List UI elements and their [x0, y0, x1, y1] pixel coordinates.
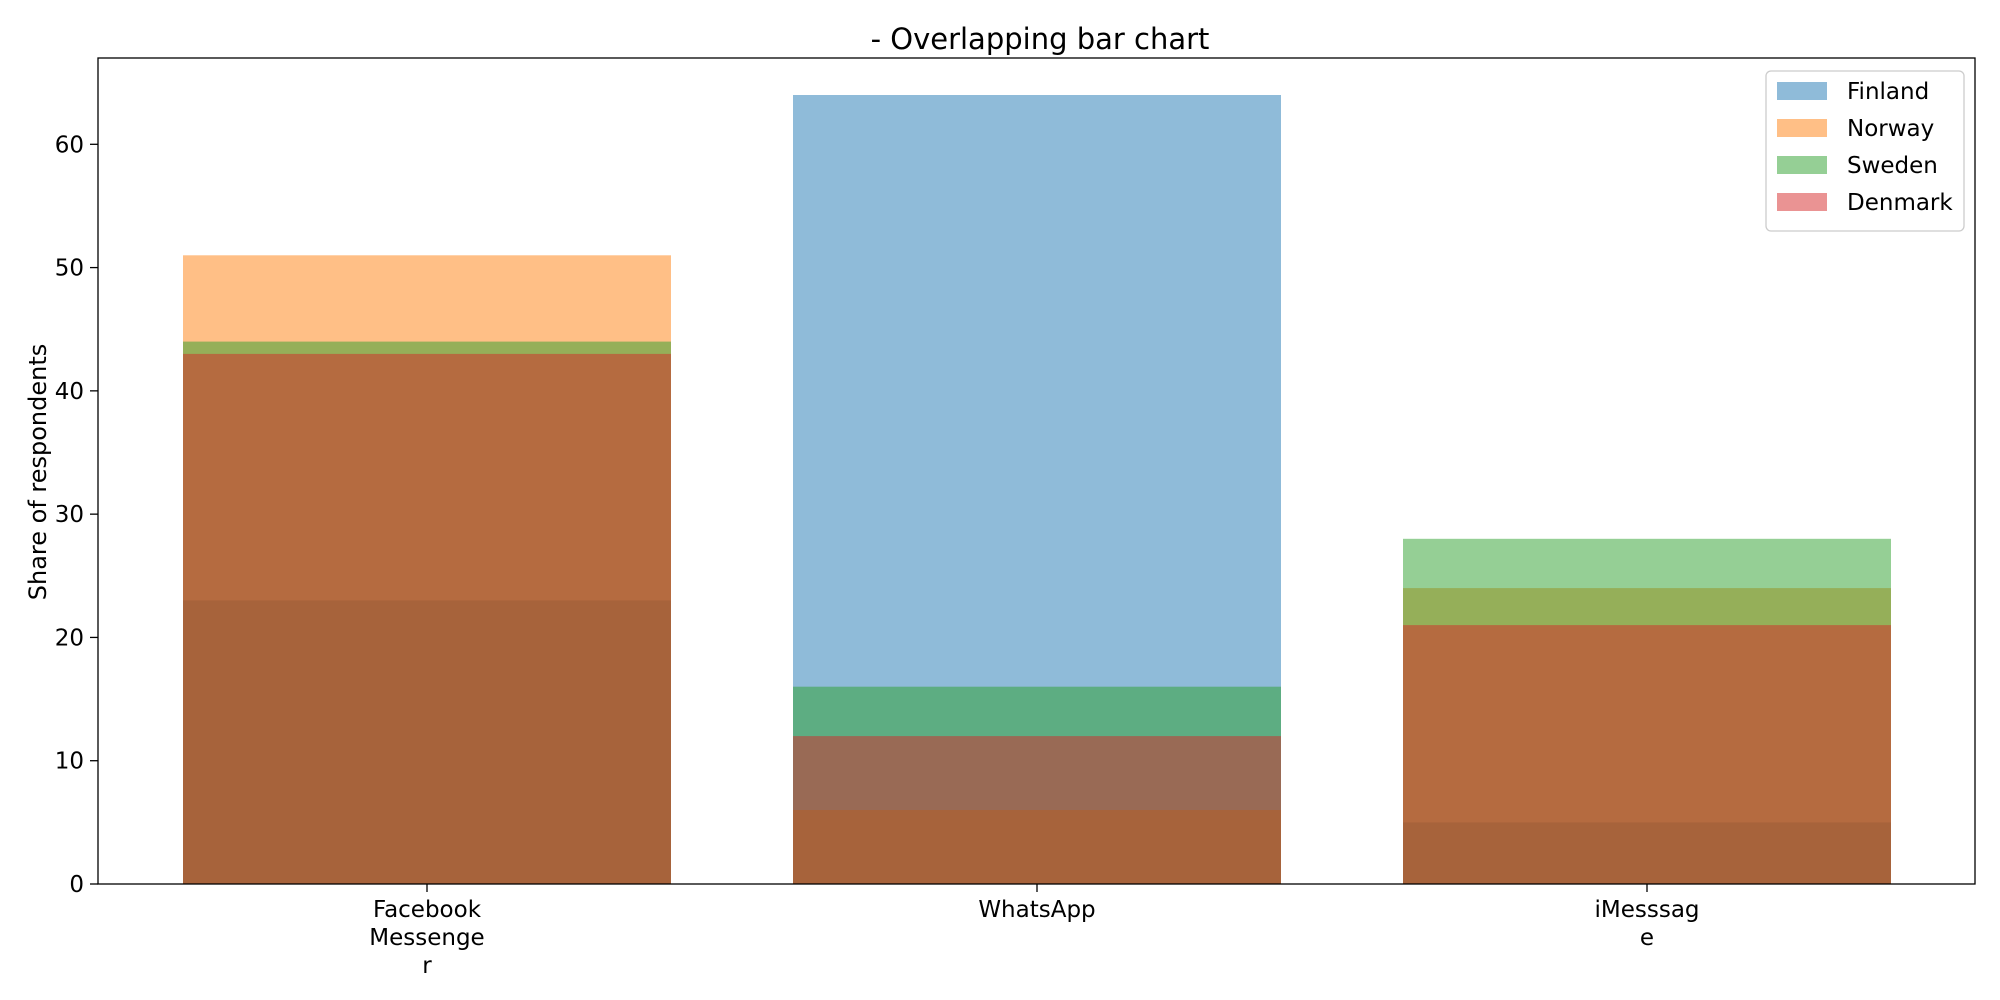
- bar-denmark-imesssage: [1403, 625, 1891, 884]
- y-axis: 0 10 20 30 40 50 60: [55, 132, 98, 898]
- y-tick-label: 30: [55, 502, 84, 528]
- y-tick-label: 40: [55, 379, 84, 405]
- y-tick-label: 20: [55, 625, 84, 651]
- x-axis: Facebook Messenge r WhatsApp iMesssag e: [369, 884, 1700, 979]
- x-tick-label-facebook-messenger: Facebook Messenge r: [369, 897, 484, 979]
- legend-label-finland: Finland: [1847, 79, 1929, 105]
- chart-title: - Overlapping bar chart: [871, 22, 1210, 56]
- bar-denmark-facebook-messenger: [183, 353, 671, 884]
- y-tick-label: 50: [55, 256, 84, 282]
- y-tick-label: 0: [69, 872, 84, 898]
- y-axis-label: Share of respondents: [24, 344, 52, 601]
- legend-swatch-norway: [1777, 119, 1827, 137]
- y-tick-label: 10: [55, 749, 84, 775]
- legend-box: [1765, 70, 1965, 232]
- legend-label-denmark: Denmark: [1847, 190, 1953, 216]
- legend: Finland Norway Sweden Denmark: [1765, 70, 1965, 232]
- x-tick-label-imesssage: iMesssag e: [1594, 897, 1699, 951]
- y-tick-label: 60: [55, 132, 84, 158]
- legend-swatch-finland: [1777, 82, 1827, 100]
- legend-label-norway: Norway: [1847, 116, 1934, 142]
- legend-swatch-sweden: [1777, 156, 1827, 174]
- legend-swatch-denmark: [1777, 193, 1827, 211]
- x-tick-label-whatsapp: WhatsApp: [978, 897, 1095, 923]
- bar-denmark-whatsapp: [793, 736, 1281, 884]
- legend-label-sweden: Sweden: [1847, 153, 1938, 179]
- bars-layer: [183, 95, 1891, 885]
